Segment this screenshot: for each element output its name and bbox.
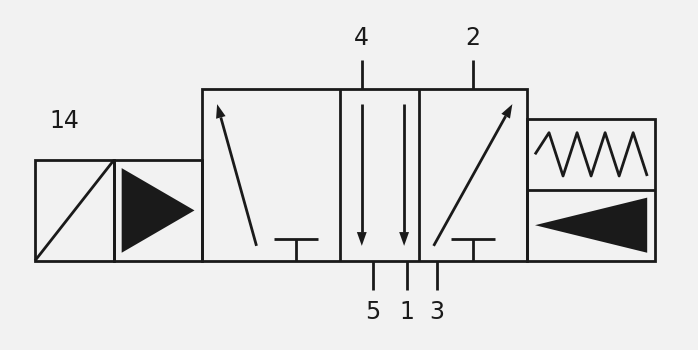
- Polygon shape: [399, 232, 409, 246]
- Bar: [527, 119, 655, 261]
- Bar: [35, 160, 114, 261]
- Polygon shape: [216, 104, 225, 119]
- Text: 2: 2: [466, 26, 480, 50]
- Polygon shape: [121, 168, 195, 253]
- Text: 5: 5: [365, 300, 380, 324]
- Text: 1: 1: [400, 300, 415, 324]
- Bar: [202, 89, 527, 261]
- Polygon shape: [357, 232, 366, 246]
- Text: 4: 4: [355, 26, 369, 50]
- Polygon shape: [535, 198, 647, 253]
- Bar: [114, 160, 202, 261]
- Text: 14: 14: [50, 109, 80, 133]
- Text: 3: 3: [429, 300, 444, 324]
- Polygon shape: [501, 104, 512, 119]
